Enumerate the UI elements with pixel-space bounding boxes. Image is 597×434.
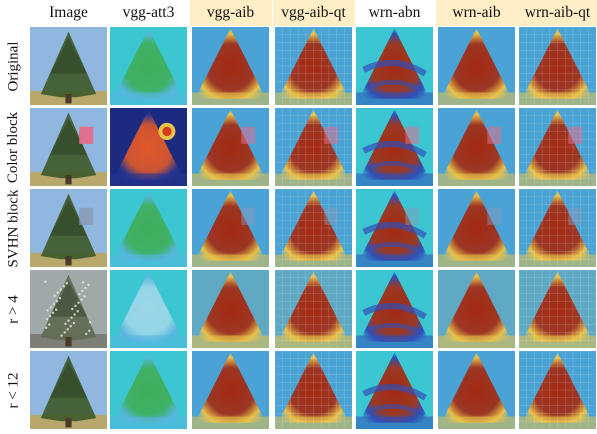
attention-heatmap [275,108,352,186]
cell-wrn-aib-qt-row-0 [519,27,596,105]
column-header-wrn-aib-qt: wrn-aib-qt [516,0,597,26]
cell-vgg-att3-row-1 [110,108,187,186]
row-label-text: Original [5,41,22,91]
attention-heatmap [275,189,352,267]
attention-heatmap [356,189,433,267]
cell-image-row-0 [30,27,107,105]
cell-wrn-abn-row-0 [356,27,433,105]
attention-heatmap [356,108,433,186]
attention-heatmap [438,108,515,186]
attention-heatmap [519,108,596,186]
cell-vgg-aib-qt-row-0 [275,27,352,105]
tree-photo [30,270,107,348]
attention-heatmap [519,189,596,267]
row-label-text: r > 4 [5,294,22,324]
attention-heatmap [110,27,187,105]
row-label-4: r < 12 [0,351,28,429]
cell-vgg-aib-row-1 [192,108,269,186]
tree-photo [30,351,107,429]
attention-heatmap [192,189,269,267]
cell-vgg-att3-row-4 [110,351,187,429]
column-header-image: Image [49,4,88,21]
attention-heatmap [519,270,596,348]
attention-heatmap [519,27,596,105]
attention-heatmap [438,27,515,105]
attention-heatmap [438,351,515,429]
cell-vgg-aib-row-4 [192,351,269,429]
row-label-0: Original [0,27,28,105]
row-label-text: SVHN block [5,189,22,267]
tree-photo [30,108,107,186]
cell-vgg-aib-qt-row-2 [275,189,352,267]
attention-heatmap [110,270,187,348]
attention-heatmap [356,27,433,105]
attention-heatmap [519,351,596,429]
cell-wrn-abn-row-4 [356,351,433,429]
cell-image-row-2 [30,189,107,267]
cell-wrn-aib-row-0 [438,27,515,105]
attention-heatmap [356,270,433,348]
cell-vgg-aib-qt-row-1 [275,108,352,186]
cell-vgg-aib-row-0 [192,27,269,105]
cell-image-row-1 [30,108,107,186]
cell-vgg-att3-row-3 [110,270,187,348]
cell-wrn-aib-qt-row-2 [519,189,596,267]
cell-vgg-aib-row-2 [192,189,269,267]
cell-image-row-4 [30,351,107,429]
cell-image-row-3 [30,270,107,348]
attention-heatmap [275,351,352,429]
cell-wrn-aib-qt-row-4 [519,351,596,429]
cell-wrn-aib-qt-row-3 [519,270,596,348]
row-label-text: Color block [5,111,22,183]
tree-photo [30,189,107,267]
attention-heatmap [110,351,187,429]
attention-heatmap [192,270,269,348]
cell-wrn-aib-row-4 [438,351,515,429]
column-header-vgg-aib: vgg-aib [189,0,272,26]
attention-heatmap [275,27,352,105]
cell-vgg-aib-qt-row-3 [275,270,352,348]
cell-vgg-att3-row-0 [110,27,187,105]
column-header-wrn-aib: wrn-aib [435,0,518,26]
tree-photo [30,27,107,105]
cell-vgg-aib-row-3 [192,270,269,348]
attention-heatmap [110,189,187,267]
row-label-text: r < 12 [5,372,22,408]
column-header-vgg-att3: vgg-att3 [122,4,175,21]
cell-wrn-abn-row-3 [356,270,433,348]
cell-wrn-aib-row-1 [438,108,515,186]
cell-wrn-abn-row-1 [356,108,433,186]
attention-heatmap [192,351,269,429]
attention-heatmap [275,270,352,348]
attention-heatmap [438,270,515,348]
row-label-2: SVHN block [0,189,28,267]
cell-vgg-aib-qt-row-4 [275,351,352,429]
cell-wrn-abn-row-2 [356,189,433,267]
cell-vgg-att3-row-2 [110,189,187,267]
row-label-3: r > 4 [0,270,28,348]
attention-heatmap [438,189,515,267]
attention-heatmap [192,108,269,186]
attention-heatmap [192,27,269,105]
attention-heatmap [110,108,187,186]
cell-wrn-aib-row-2 [438,189,515,267]
cell-wrn-aib-row-3 [438,270,515,348]
row-label-1: Color block [0,108,28,186]
cell-wrn-aib-qt-row-1 [519,108,596,186]
column-header-wrn-abn: wrn-abn [368,4,421,21]
column-header-vgg-aib-qt: vgg-aib-qt [272,0,355,26]
attention-heatmap [356,351,433,429]
